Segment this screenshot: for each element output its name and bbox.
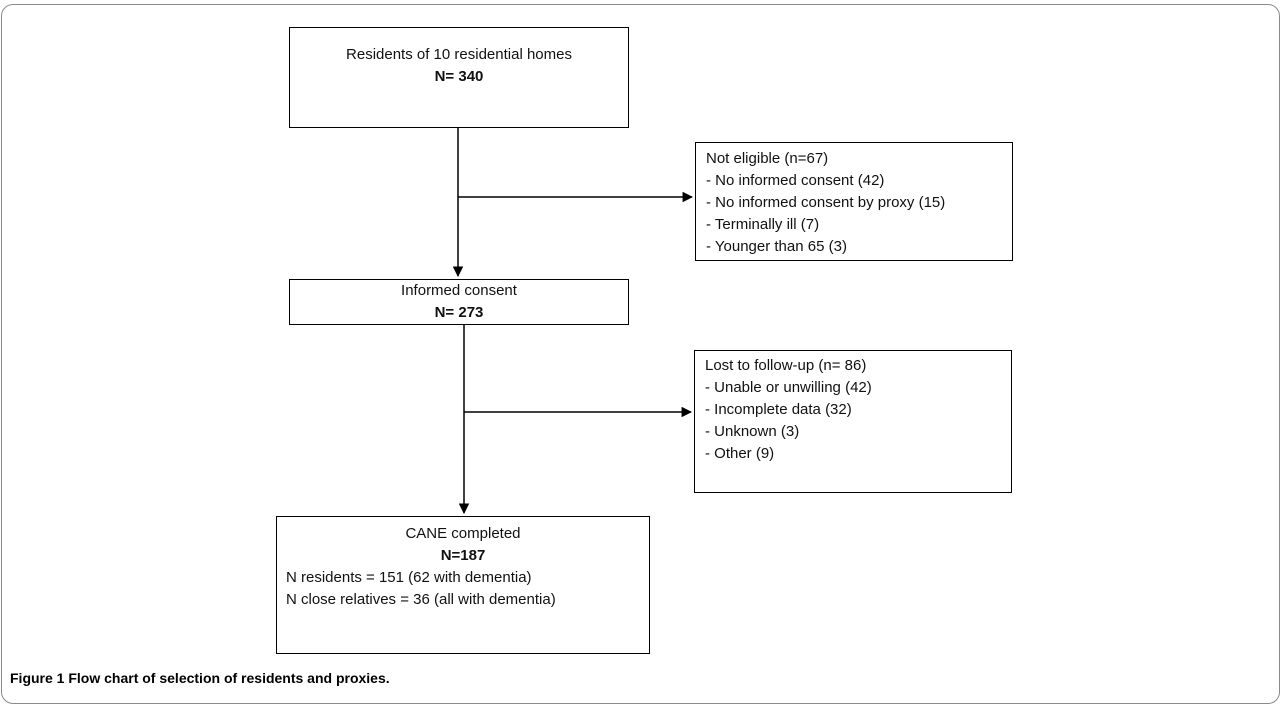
cane-title: CANE completed xyxy=(405,525,521,542)
not-eligible-item: - Terminally ill (7) xyxy=(706,216,820,233)
not-eligible-item: - Younger than 65 (3) xyxy=(706,238,847,255)
cane-detail: N close relatives = 36 (all with dementi… xyxy=(286,591,556,608)
caption-text: Flow chart of selection of residents and… xyxy=(68,670,390,686)
cane-detail: N residents = 151 (62 with dementia) xyxy=(286,569,532,586)
lost-followup-title: Lost to follow-up (n= 86) xyxy=(705,357,867,374)
not-eligible-item: - No informed consent by proxy (15) xyxy=(706,194,946,211)
not-eligible-box: Not eligible (n=67) - No informed consen… xyxy=(695,142,1013,261)
residents-box: Residents of 10 residential homes N= 340 xyxy=(289,27,629,128)
lost-followup-item: - Unable or unwilling (42) xyxy=(705,379,872,396)
consent-title: Informed consent xyxy=(401,282,517,299)
figure-caption: Figure 1 Flow chart of selection of resi… xyxy=(10,670,390,686)
not-eligible-item: - No informed consent (42) xyxy=(706,172,885,189)
residents-title: Residents of 10 residential homes xyxy=(346,46,572,63)
lost-followup-item: - Other (9) xyxy=(705,445,775,462)
caption-label: Figure 1 xyxy=(10,670,65,686)
consent-count: N= 273 xyxy=(434,304,484,321)
lost-followup-item: - Unknown (3) xyxy=(705,423,800,440)
not-eligible-title: Not eligible (n=67) xyxy=(706,150,829,167)
lost-followup-item: - Incomplete data (32) xyxy=(705,401,852,418)
informed-consent-box: Informed consent N= 273 xyxy=(289,279,629,325)
cane-box: CANE completed N=187 N residents = 151 (… xyxy=(276,516,650,654)
residents-count: N= 340 xyxy=(434,68,484,85)
lost-followup-box: Lost to follow-up (n= 86) - Unable or un… xyxy=(694,350,1012,493)
cane-count: N=187 xyxy=(440,547,486,564)
